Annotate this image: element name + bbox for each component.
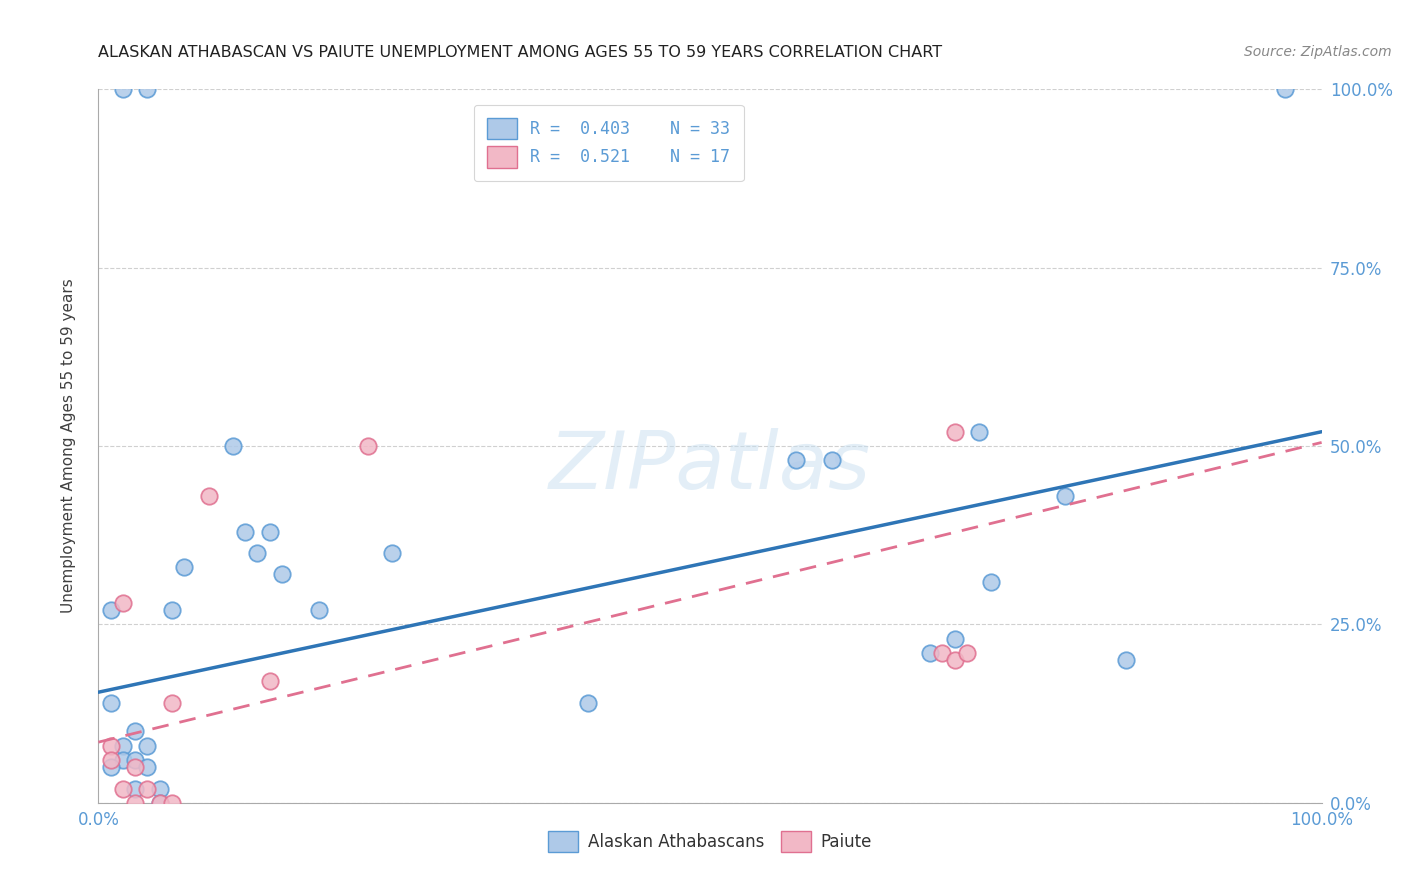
Point <box>111 753 134 767</box>
Point <box>124 724 146 739</box>
Point <box>173 560 195 574</box>
Point <box>100 760 122 774</box>
Point <box>785 453 807 467</box>
Point <box>136 82 159 96</box>
Text: Source: ZipAtlas.com: Source: ZipAtlas.com <box>1244 45 1392 59</box>
Point <box>943 653 966 667</box>
Point <box>149 781 172 796</box>
Point <box>967 425 990 439</box>
Point <box>136 781 159 796</box>
Point <box>111 781 134 796</box>
Text: ZIPatlas: ZIPatlas <box>548 428 872 507</box>
Point <box>259 524 281 539</box>
Point <box>160 796 183 810</box>
Point <box>160 603 183 617</box>
Point <box>124 796 146 810</box>
Text: ALASKAN ATHABASCAN VS PAIUTE UNEMPLOYMENT AMONG AGES 55 TO 59 YEARS CORRELATION : ALASKAN ATHABASCAN VS PAIUTE UNEMPLOYMEN… <box>98 45 942 60</box>
Point <box>821 453 844 467</box>
Point <box>246 546 269 560</box>
Point <box>111 82 134 96</box>
Point <box>381 546 404 560</box>
Point <box>100 603 122 617</box>
Point <box>1053 489 1076 503</box>
Point <box>136 739 159 753</box>
Point <box>308 603 330 617</box>
Point <box>136 760 159 774</box>
Point <box>100 753 122 767</box>
Point <box>980 574 1002 589</box>
Point <box>100 696 122 710</box>
Point <box>576 696 599 710</box>
Point <box>111 596 134 610</box>
Point <box>1115 653 1137 667</box>
Point <box>197 489 219 503</box>
Point <box>100 739 122 753</box>
Point <box>222 439 245 453</box>
Point <box>259 674 281 689</box>
Point <box>124 760 146 774</box>
Point <box>149 796 172 810</box>
Legend: Alaskan Athabascans, Paiute: Alaskan Athabascans, Paiute <box>534 818 886 866</box>
Point <box>356 439 378 453</box>
Point <box>1274 82 1296 96</box>
Point <box>233 524 256 539</box>
Point <box>111 739 134 753</box>
Point <box>943 632 966 646</box>
Point <box>943 425 966 439</box>
Point <box>270 567 294 582</box>
Point <box>931 646 953 660</box>
Point <box>956 646 979 660</box>
Point <box>149 796 172 810</box>
Y-axis label: Unemployment Among Ages 55 to 59 years: Unemployment Among Ages 55 to 59 years <box>62 278 76 614</box>
Point <box>920 646 942 660</box>
Point <box>124 753 146 767</box>
Point <box>124 781 146 796</box>
Point <box>160 696 183 710</box>
